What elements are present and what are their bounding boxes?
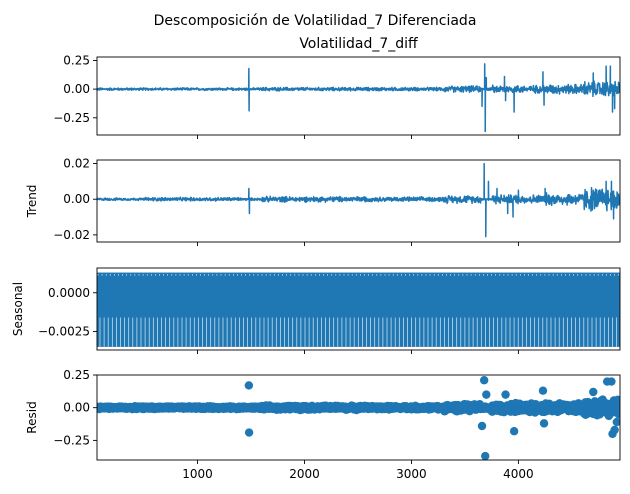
y-axis-label: Resid — [25, 401, 39, 433]
axes-frame — [96, 56, 621, 136]
series-line — [97, 63, 620, 133]
resid-outlier-point — [612, 417, 620, 427]
resid-outlier-point — [481, 451, 490, 460]
resid-outlier-point — [482, 390, 491, 399]
y-tick-label: −0.0025 — [38, 324, 90, 338]
x-tick-label: 4000 — [503, 467, 534, 481]
seasonal-pattern — [97, 272, 620, 347]
resid-outlier-point — [607, 377, 616, 386]
resid-outlier-point — [244, 381, 254, 390]
y-tick-label: 0.25 — [63, 53, 90, 67]
x-tick-label: 2000 — [289, 467, 320, 481]
resid-outlier-point — [479, 376, 489, 385]
seasonal-top-edge — [97, 272, 620, 275]
panel-2: −0.02 0.00 0.02 Trend — [25, 157, 621, 246]
panel-1: −0.25 0.00 0.25 Volatilidad_7_diff — [53, 36, 621, 139]
series-1 — [97, 63, 620, 133]
x-tick-label: 3000 — [396, 467, 427, 481]
resid-point — [615, 404, 620, 413]
resid-outlier-point — [477, 421, 487, 431]
panel-4: −0.25 0.00 0.25 1000 2000 3000 4000 Resid — [25, 368, 621, 481]
y-tick-label: 0.0000 — [48, 286, 90, 300]
resid-outlier-point — [501, 390, 510, 399]
resid-outlier-point — [509, 427, 519, 436]
resid-outlier-point — [589, 387, 598, 397]
x-tick-label: 1000 — [182, 467, 213, 481]
resid-outlier-point — [539, 419, 549, 428]
resid-outlier-point — [610, 425, 619, 435]
series-line — [97, 162, 620, 238]
panel-title: Volatilidad_7_diff — [299, 36, 418, 52]
y-tick-label: 0.00 — [63, 82, 90, 96]
y-tick-label: −0.02 — [53, 228, 90, 242]
series-2 — [97, 162, 620, 238]
y-tick-label: 0.02 — [63, 157, 90, 171]
y-tick-label: −0.25 — [53, 433, 90, 447]
resid-outlier-point — [538, 386, 548, 395]
figure-suptitle: Descomposición de Volatilidad_7 Diferenc… — [154, 13, 477, 29]
y-tick-label: 0.25 — [63, 368, 90, 382]
y-tick-label: 0.00 — [63, 192, 90, 206]
y-tick-label: 0.00 — [63, 401, 90, 415]
resid-outlier-point — [244, 428, 254, 437]
y-axis-label: Trend — [25, 185, 39, 219]
series-4 — [97, 376, 620, 460]
panel-3: −0.0025 0.0000 Seasonal — [11, 267, 621, 354]
series-3 — [97, 272, 620, 347]
y-tick-label: −0.25 — [53, 111, 90, 125]
axes-frame — [96, 267, 621, 351]
axes-frame — [96, 159, 621, 243]
y-axis-label: Seasonal — [11, 282, 25, 336]
axes-frame — [96, 374, 621, 461]
